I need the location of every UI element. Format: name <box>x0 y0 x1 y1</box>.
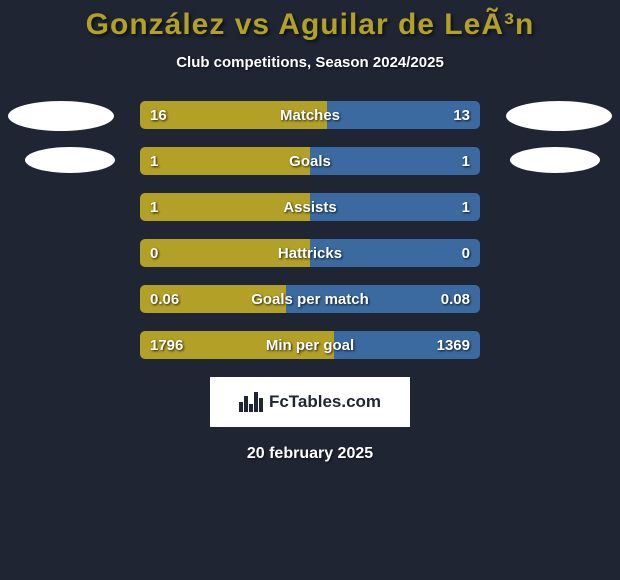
stat-row: 00Hattricks <box>140 239 480 267</box>
comparison-chart: 1613Matches 11Goals 11Assists 00Hattricks 0.… <box>0 101 620 359</box>
stat-row: 17961369Min per goal <box>140 331 480 359</box>
stat-row: 11Assists <box>140 193 480 221</box>
team-left-avatar <box>25 147 115 173</box>
player-right-avatar <box>506 101 612 131</box>
fctables-logo: FcTables.com <box>210 377 410 427</box>
logo-text: FcTables.com <box>269 392 381 412</box>
stat-label: Goals per match <box>140 285 480 313</box>
stat-row: 1613Matches <box>140 101 480 129</box>
bar-chart-icon <box>239 392 263 412</box>
stat-bars: 1613Matches 11Goals 11Assists 00Hattricks 0.… <box>140 101 480 359</box>
page-title: González vs Aguilar de LeÃ³n <box>0 0 620 42</box>
stat-row: 11Goals <box>140 147 480 175</box>
stat-label: Matches <box>140 101 480 129</box>
stat-label: Goals <box>140 147 480 175</box>
stat-row: 0.060.08Goals per match <box>140 285 480 313</box>
team-right-avatar <box>510 147 600 173</box>
stat-label: Min per goal <box>140 331 480 359</box>
stat-label: Assists <box>140 193 480 221</box>
player-left-avatar <box>8 101 114 131</box>
stat-label: Hattricks <box>140 239 480 267</box>
subtitle: Club competitions, Season 2024/2025 <box>0 54 620 71</box>
date-label: 20 february 2025 <box>0 445 620 463</box>
